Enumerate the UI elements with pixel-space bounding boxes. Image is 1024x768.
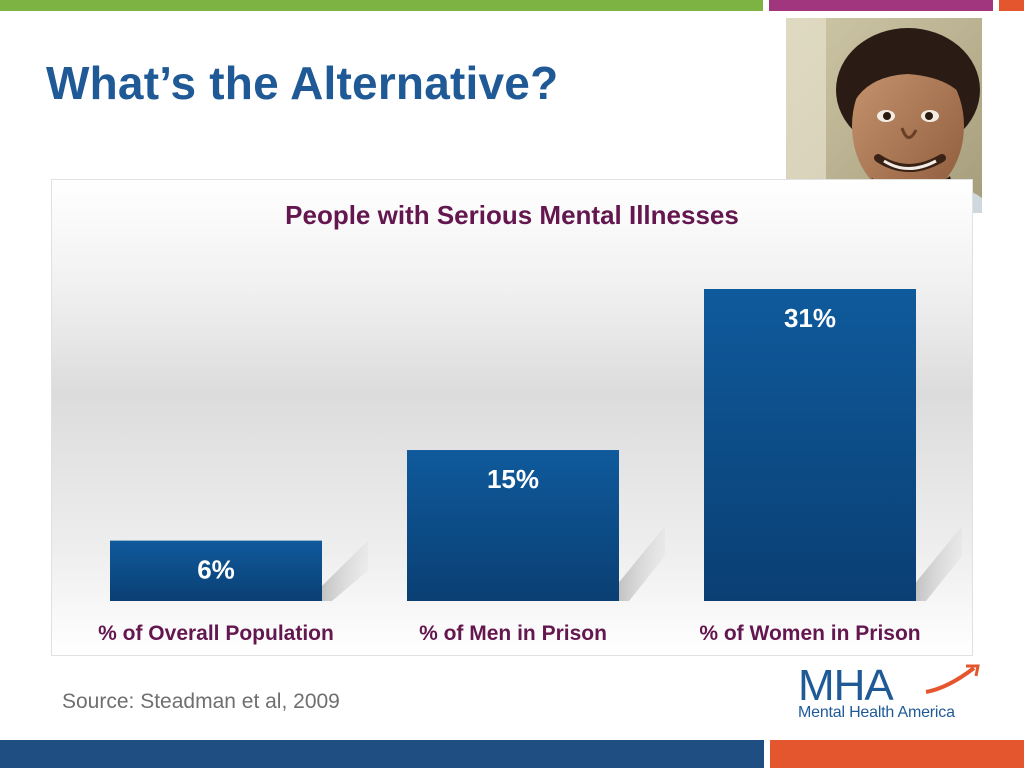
bar <box>407 450 619 601</box>
bar <box>110 540 322 601</box>
bar-chart-plot: 6% % of Overall Population 15% % of Men in … <box>98 289 962 645</box>
bar-shadow <box>916 526 962 601</box>
bar-shadow <box>322 540 368 601</box>
bar-value-label: 15% <box>487 464 539 494</box>
bottom-bar-orange <box>770 740 1024 768</box>
top-bar-purple <box>769 0 993 11</box>
bar-value-label: 6% <box>197 555 235 585</box>
source-citation: Source: Steadman et al, 2009 <box>62 690 340 713</box>
category-label: % of Overall Population <box>98 622 334 645</box>
logo-tagline: Mental Health America <box>798 704 955 721</box>
logo-wordmark: MHA <box>798 662 894 706</box>
chart-title: People with Serious Mental Illnesses <box>285 200 739 230</box>
bottom-bar-blue <box>0 740 764 768</box>
top-bar-green <box>0 0 763 11</box>
category-label: % of Men in Prison <box>419 622 607 645</box>
top-bar-orange <box>999 0 1024 11</box>
mha-logo: MHA Mental Health America <box>798 661 988 726</box>
bar-shadow <box>619 526 665 601</box>
category-label: % of Women in Prison <box>699 622 920 645</box>
slide-title: What’s the Alternative? <box>46 57 559 109</box>
bar <box>704 289 916 601</box>
bar-chart: 6% % of Overall Population 15% % of Men in … <box>51 179 973 656</box>
mha-logo-mark: MHA <box>798 661 980 710</box>
bar-value-label: 31% <box>784 303 836 333</box>
